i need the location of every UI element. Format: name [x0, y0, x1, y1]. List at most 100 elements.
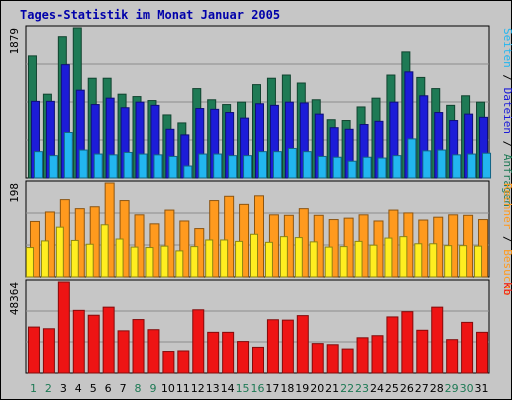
bar-seiten-day-24 [377, 157, 387, 179]
x-tick-label: 15 [236, 382, 250, 395]
y-axis-max-label: 48364 [8, 282, 21, 315]
bar-kb-day-8 [132, 319, 145, 374]
legend-text: Anfragen [501, 154, 512, 207]
bar-rechner-day-24 [369, 244, 378, 278]
bar-seiten-day-19 [302, 151, 312, 179]
x-tick-label: 14 [221, 382, 235, 395]
bar-kb-day-11 [177, 350, 190, 374]
bar-seiten-day-22 [347, 160, 357, 179]
bar-kb-day-9 [147, 329, 160, 374]
x-tick-label: 29 [445, 382, 459, 395]
bar-kb-day-28 [431, 306, 444, 374]
x-tick-label: 21 [325, 382, 339, 395]
bar-rechner-day-2 [40, 240, 49, 278]
x-tick-label: 28 [430, 382, 444, 395]
bar-seiten-day-5 [93, 153, 103, 179]
y-axis-max-label: 198 [8, 183, 21, 203]
bar-rechner-day-5 [85, 243, 94, 278]
legend-text: Rechner [501, 183, 512, 230]
bar-seiten-day-10 [168, 155, 178, 179]
bar-rechner-day-20 [309, 241, 318, 278]
bar-seiten-day-28 [437, 149, 447, 179]
bar-kb-day-25 [386, 316, 399, 374]
bar-seiten-day-29 [452, 154, 462, 179]
bar-seiten-day-2 [48, 155, 58, 179]
bar-seiten-day-11 [183, 165, 193, 179]
bar-kb-day-29 [446, 339, 459, 374]
bar-seiten-day-1 [33, 151, 43, 179]
bar-kb-day-12 [192, 309, 205, 374]
bar-kb-day-2 [42, 328, 55, 374]
chart-panels: 1879 Seiten / Dateien / Anfragen 198 Rechne… [8, 25, 512, 374]
x-tick-label: 31 [475, 382, 489, 395]
bar-kb-day-6 [102, 306, 115, 374]
bar-besuche-day-10 [164, 209, 175, 278]
x-tick-label: 13 [206, 382, 220, 395]
bar-besuche-day-5 [89, 206, 100, 278]
legend-text: kb [501, 282, 512, 295]
legend-text: Seiten [501, 28, 512, 68]
bar-rechner-day-12 [190, 246, 199, 278]
bar-rechner-day-19 [294, 237, 303, 278]
bar-kb-day-7 [117, 330, 130, 374]
bar-seiten-day-3 [63, 131, 73, 179]
bar-rechner-day-30 [459, 245, 468, 278]
x-tick-label: 17 [265, 382, 279, 395]
bar-seiten-day-14 [228, 155, 238, 179]
bar-rechner-day-25 [384, 237, 393, 278]
bar-rechner-day-15 [235, 240, 244, 278]
bar-seiten-day-6 [108, 154, 118, 179]
bar-seiten-day-12 [198, 153, 208, 179]
bar-seiten-day-25 [392, 155, 402, 179]
bar-kb-day-31 [476, 331, 489, 374]
x-tick-label: 16 [251, 382, 265, 395]
x-tick-label: 4 [75, 382, 82, 395]
x-tick-label: 6 [105, 382, 112, 395]
bar-besuche-day-14 [224, 195, 235, 278]
bar-rechner-day-29 [444, 245, 453, 278]
x-tick-label: 19 [295, 382, 309, 395]
bar-rechner-day-31 [474, 245, 483, 278]
bar-seiten-day-23 [362, 156, 372, 179]
panel-bottom: 48364 kb [8, 279, 512, 374]
bar-seiten-day-13 [213, 153, 223, 179]
legend-text: / [501, 68, 512, 88]
bar-kb-day-21 [326, 344, 339, 374]
bar-seiten-day-31 [482, 152, 492, 179]
panel-top: 1879 Seiten / Dateien / Anfragen [8, 25, 512, 207]
bar-kb-day-17 [266, 319, 279, 374]
bar-rechner-day-28 [429, 243, 438, 278]
bar-kb-day-13 [207, 331, 220, 374]
bar-rechner-day-6 [100, 224, 109, 278]
bar-seiten-day-18 [287, 147, 297, 179]
bar-rechner-day-9 [145, 247, 154, 278]
x-tick-label: 10 [161, 382, 175, 395]
series-legend-label: kb [501, 282, 512, 295]
bar-seiten-day-27 [422, 150, 432, 179]
x-tick-label: 5 [90, 382, 97, 395]
bar-rechner-day-3 [55, 226, 64, 278]
bar-kb-day-22 [341, 348, 354, 374]
bar-kb-day-3 [57, 281, 70, 374]
x-tick-label: 1 [30, 382, 37, 395]
bar-kb-day-14 [222, 331, 235, 374]
x-tick-label: 24 [370, 382, 384, 395]
bar-kb-day-19 [296, 315, 309, 374]
x-tick-label: 12 [191, 382, 205, 395]
bar-besuche-day-8 [134, 214, 145, 278]
bar-seiten-day-21 [332, 156, 342, 179]
bar-rechner-day-10 [160, 245, 169, 278]
bar-rechner-day-16 [250, 233, 258, 278]
x-tick-label: 23 [355, 382, 369, 395]
bar-rechner-day-17 [264, 241, 273, 278]
series-legend-label: Seiten / Dateien / Anfragen [501, 28, 512, 207]
x-tick-label: 27 [415, 382, 429, 395]
bar-kb-day-16 [252, 346, 264, 374]
x-tick-label: 8 [135, 382, 142, 395]
bar-seiten-day-16 [258, 151, 267, 179]
bar-rechner-day-8 [130, 246, 139, 278]
bar-kb-day-20 [311, 343, 324, 374]
x-tick-label: 20 [310, 382, 324, 395]
bar-seiten-day-17 [272, 151, 282, 179]
x-tick-label: 11 [176, 382, 190, 395]
